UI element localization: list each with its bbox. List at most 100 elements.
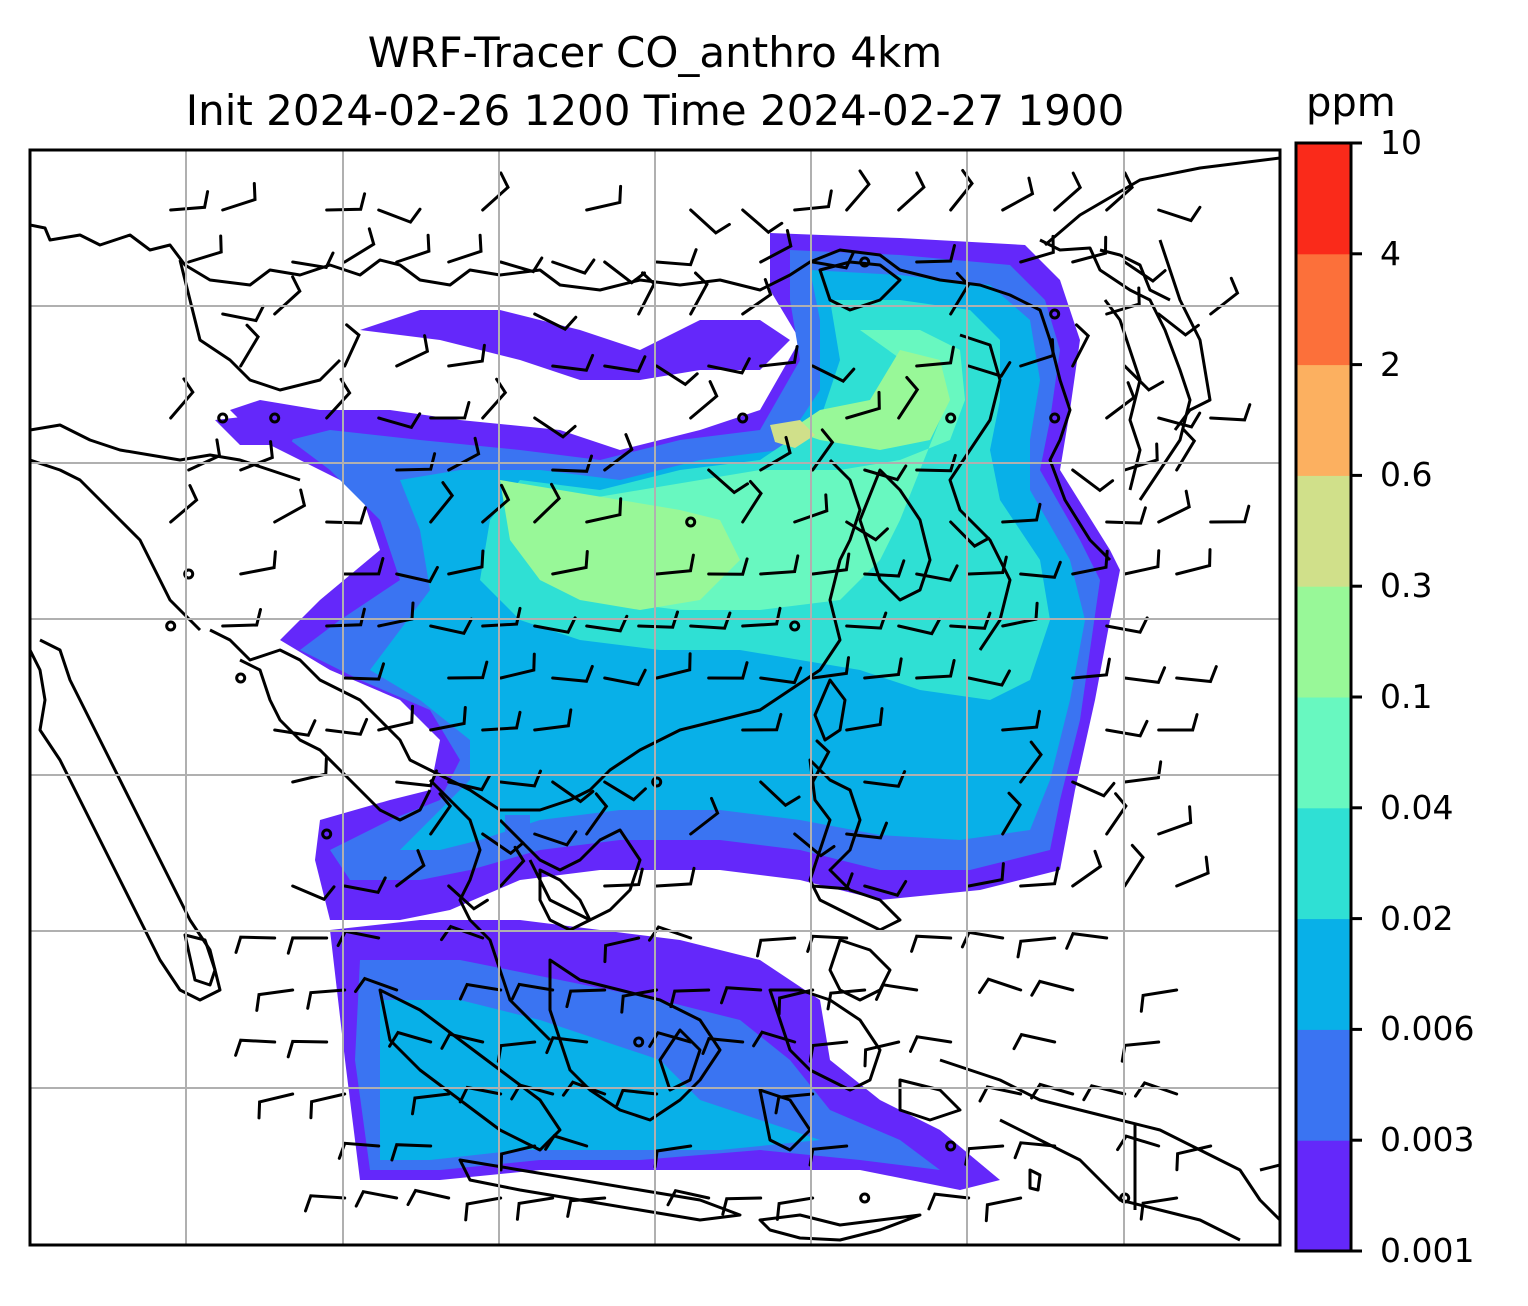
wind-barb	[395, 233, 431, 264]
wind-barb	[689, 796, 720, 836]
wind-barb	[325, 717, 369, 736]
wind-barb	[1209, 504, 1251, 524]
wind-barb	[915, 453, 957, 473]
wind-barb	[1157, 411, 1202, 429]
wind-barb	[447, 549, 485, 576]
wind-barb	[234, 1038, 277, 1057]
wind-barb	[354, 1190, 399, 1208]
wind-barb	[273, 719, 317, 737]
wind-barb	[897, 376, 920, 420]
wind-barb	[429, 792, 453, 836]
wind-barb	[1071, 549, 1109, 576]
wind-barb	[1175, 665, 1218, 684]
colorbar-tick-label: 0.006	[1380, 1009, 1475, 1049]
wind-barb	[481, 710, 522, 732]
wind-barb	[551, 454, 593, 473]
wind-barb	[510, 1083, 555, 1101]
wind-barb	[395, 334, 430, 368]
wind-barb	[565, 988, 607, 1009]
colorbar-tick-label: 10	[1380, 123, 1422, 162]
wind-barb	[304, 1194, 347, 1213]
wind-barb	[603, 260, 646, 285]
wind-barb	[1019, 234, 1055, 264]
wind-barb	[721, 1196, 763, 1216]
wind-barb	[239, 323, 260, 368]
wind-barb	[811, 656, 850, 680]
wind-barb	[863, 559, 906, 578]
wind-barb	[1053, 171, 1083, 212]
wind-barb	[447, 436, 481, 472]
wind-barb	[585, 614, 629, 633]
gridlines	[30, 150, 1280, 1245]
calm-wind-marker	[633, 1036, 645, 1048]
wind-barb	[811, 251, 855, 270]
colorbar-tick-label: 0.1	[1380, 677, 1433, 716]
wind-barb	[533, 312, 578, 331]
wind-barb	[967, 361, 1012, 378]
colorbar-segment	[1296, 143, 1351, 255]
wind-barb	[915, 564, 959, 582]
wind-barb	[1030, 1082, 1075, 1100]
wind-barb	[707, 661, 749, 680]
wind-barb	[845, 390, 881, 420]
wind-barb	[255, 988, 295, 1012]
wind-barb	[863, 880, 908, 897]
calm-wind-marker	[685, 516, 697, 528]
wind-barb	[1013, 1141, 1057, 1160]
wind-barb	[1105, 381, 1136, 420]
wind-barb	[377, 704, 414, 732]
colorbar-segment	[1296, 697, 1351, 809]
wind-barb	[759, 435, 792, 472]
wind-barb	[1123, 843, 1145, 888]
wind-barb	[561, 1080, 607, 1097]
wind-barb	[395, 452, 437, 472]
colorbar-segment	[1296, 253, 1351, 366]
wind-barb	[707, 557, 749, 576]
wind-barb	[1105, 792, 1128, 836]
wind-barb	[1139, 1196, 1179, 1221]
wind-barb	[741, 712, 783, 732]
wind-barb	[1001, 709, 1041, 732]
wind-barb	[1139, 988, 1179, 1013]
wind-barb	[440, 924, 485, 942]
wind-barb	[811, 739, 831, 784]
wind-barb	[793, 189, 833, 212]
wind-barb	[669, 988, 711, 1009]
colorbar-segment	[1296, 475, 1351, 587]
wind-barb	[666, 1188, 711, 1207]
wind-barb	[337, 1141, 381, 1160]
wind-barb	[515, 1196, 555, 1221]
colorbar	[1296, 143, 1351, 1252]
wind-barb	[234, 935, 277, 954]
wind-barb	[863, 657, 903, 680]
wind-barb	[395, 849, 426, 888]
wind-barb	[187, 438, 222, 472]
wind-barb	[811, 552, 851, 576]
wind-barb	[707, 468, 750, 495]
calm-wind-marker	[1049, 308, 1061, 320]
wind-barb	[406, 1188, 451, 1207]
wind-barb	[325, 607, 366, 628]
wind-barb	[533, 416, 577, 439]
wind-barb	[395, 565, 439, 584]
wind-barb	[551, 780, 595, 804]
wind-barb	[897, 171, 926, 212]
wind-barb	[1123, 442, 1159, 472]
wind-barb	[741, 480, 763, 524]
wind-barb	[440, 1032, 485, 1050]
wind-barb	[1012, 1032, 1057, 1051]
wind-barb	[1001, 791, 1022, 836]
wind-barb	[499, 845, 526, 888]
wind-barb	[811, 428, 835, 472]
wind-barb	[1016, 936, 1057, 959]
wind-barb	[915, 345, 955, 368]
wind-barb	[1030, 979, 1075, 997]
wind-barb	[863, 1040, 901, 1068]
wind-barb	[915, 244, 956, 264]
wind-barb	[689, 380, 719, 420]
wind-barb	[967, 862, 1005, 888]
wind-barb	[429, 481, 455, 524]
wind-barb	[169, 484, 199, 524]
wind-barb	[1105, 506, 1147, 525]
wind-barb	[551, 353, 595, 372]
